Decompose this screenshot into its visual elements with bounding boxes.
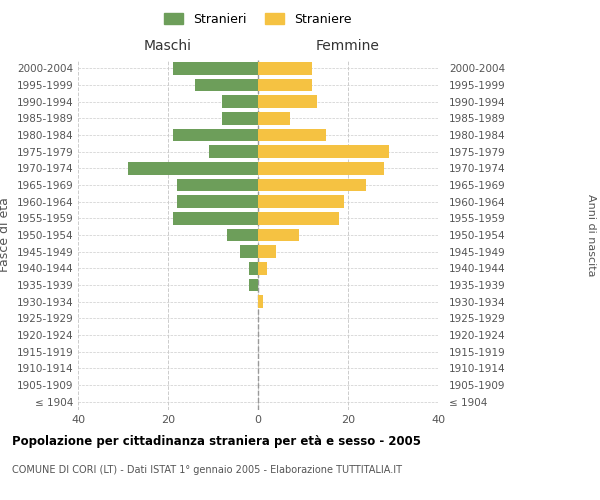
Bar xyxy=(128,162,258,174)
Bar xyxy=(258,79,312,92)
Bar xyxy=(195,79,258,92)
Bar xyxy=(258,296,263,308)
Bar xyxy=(249,262,258,274)
Bar xyxy=(173,129,258,141)
Text: Maschi: Maschi xyxy=(144,38,192,52)
Text: Popolazione per cittadinanza straniera per età e sesso - 2005: Popolazione per cittadinanza straniera p… xyxy=(12,435,421,448)
Bar xyxy=(258,212,339,224)
Text: Anni di nascita: Anni di nascita xyxy=(586,194,596,276)
Text: Femmine: Femmine xyxy=(316,38,380,52)
Bar xyxy=(258,112,290,124)
Bar xyxy=(177,179,258,192)
Bar xyxy=(258,96,317,108)
Bar xyxy=(173,212,258,224)
Text: COMUNE DI CORI (LT) - Dati ISTAT 1° gennaio 2005 - Elaborazione TUTTITALIA.IT: COMUNE DI CORI (LT) - Dati ISTAT 1° genn… xyxy=(12,465,402,475)
Bar xyxy=(258,196,343,208)
Bar xyxy=(258,62,312,74)
Bar xyxy=(258,179,366,192)
Bar xyxy=(258,262,267,274)
Bar xyxy=(258,246,276,258)
Bar xyxy=(258,146,389,158)
Bar xyxy=(177,196,258,208)
Bar xyxy=(258,129,325,141)
Bar xyxy=(249,279,258,291)
Bar xyxy=(227,229,258,241)
Bar xyxy=(209,146,258,158)
Bar xyxy=(240,246,258,258)
Bar xyxy=(222,112,258,124)
Bar xyxy=(258,229,299,241)
Bar xyxy=(173,62,258,74)
Bar xyxy=(222,96,258,108)
Y-axis label: Fasce di età: Fasce di età xyxy=(0,198,11,272)
Bar xyxy=(258,162,384,174)
Legend: Stranieri, Straniere: Stranieri, Straniere xyxy=(158,7,358,32)
